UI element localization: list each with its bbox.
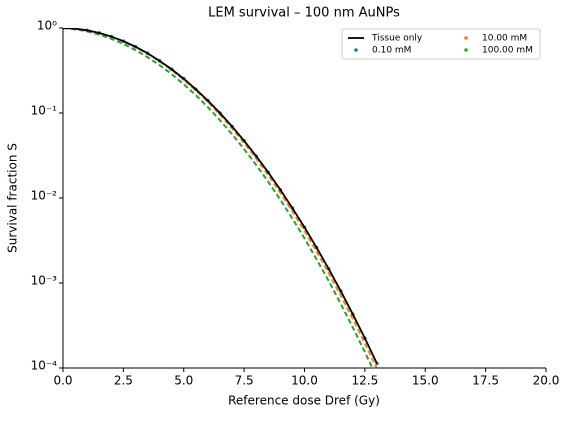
legend-label: 10.00 mM <box>482 34 527 44</box>
legend-swatch <box>354 48 358 52</box>
x-axis-label: Reference dose Dref (Gy) <box>228 394 380 408</box>
x-tick-label: 15.0 <box>412 374 439 388</box>
x-tick-label: 10.0 <box>291 374 318 388</box>
legend-swatch <box>464 48 468 52</box>
y-tick-label: 10⁻¹ <box>31 104 58 118</box>
x-tick-label: 12.5 <box>352 374 379 388</box>
series-line <box>63 28 374 368</box>
legend-label: Tissue only <box>371 34 423 44</box>
chart-title: LEM survival – 100 nm AuNPs <box>208 6 400 21</box>
y-tick-label: 10⁻³ <box>31 274 58 288</box>
y-tick-label: 10⁻² <box>31 189 58 203</box>
y-tick-label: 10⁻⁴ <box>31 359 58 373</box>
legend-swatch <box>464 36 468 40</box>
y-tick-label: 10⁰ <box>37 19 57 33</box>
x-tick-label: 2.5 <box>114 374 133 388</box>
legend-label: 100.00 mM <box>482 46 533 56</box>
x-tick-label: 17.5 <box>472 374 499 388</box>
x-tick-label: 5.0 <box>174 374 193 388</box>
series-line <box>63 28 378 364</box>
x-tick-label: 7.5 <box>235 374 254 388</box>
legend: Tissue only 0.10 mM 10.00 mM 100.00 mM <box>341 28 541 60</box>
y-axis-label: Survival fraction S <box>6 143 20 253</box>
legend-box <box>341 28 541 60</box>
x-tick-label: 0.0 <box>53 374 72 388</box>
x-tick-label: 20.0 <box>533 374 560 388</box>
legend-label: 0.10 mM <box>372 46 411 56</box>
series-line <box>63 28 378 368</box>
plot-area <box>63 28 379 368</box>
